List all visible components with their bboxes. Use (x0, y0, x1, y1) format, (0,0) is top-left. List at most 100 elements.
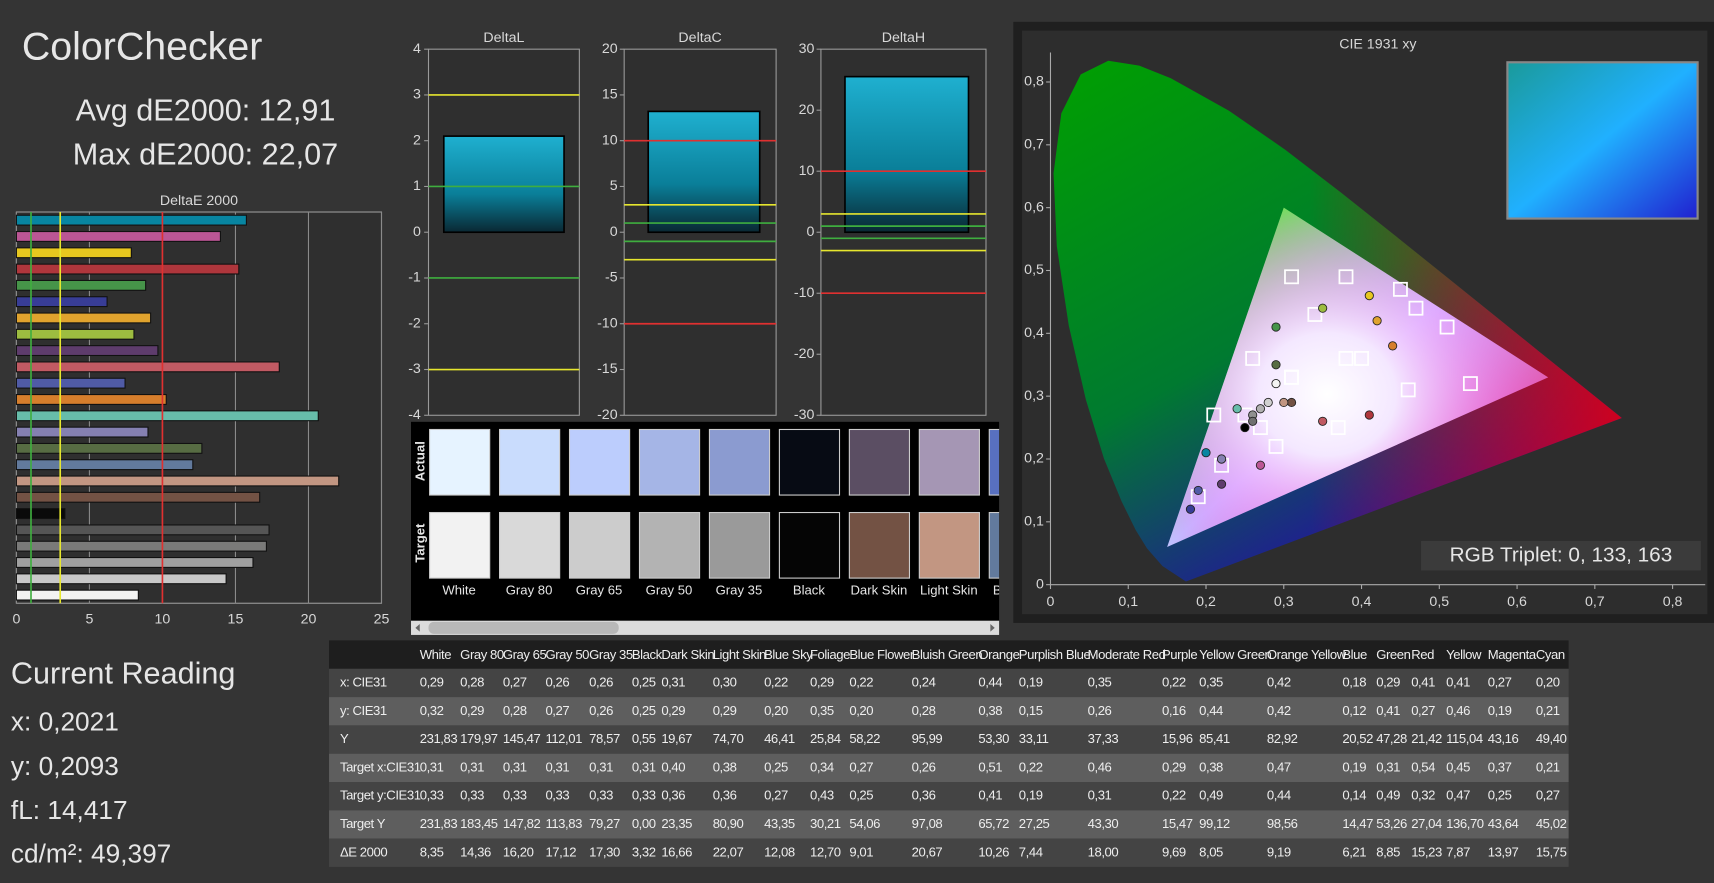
actual-marker (1216, 454, 1227, 464)
cell: 74,70 (713, 731, 744, 746)
column-header: Yellow (1446, 647, 1482, 662)
actual-marker (1216, 479, 1227, 489)
y-tick-label: -4 (408, 407, 421, 423)
target-marker (1206, 407, 1222, 423)
chart-title: DeltaH (882, 30, 925, 46)
actual-marker (1185, 504, 1196, 514)
y-tick-label: -30 (794, 407, 815, 423)
actual-marker (1271, 322, 1281, 332)
bar (442, 135, 565, 234)
cell: 15,47 (1162, 816, 1193, 831)
target-marker (1338, 351, 1354, 366)
cell: 0,22 (1019, 759, 1043, 774)
swatch-label: Dark Skin (850, 583, 907, 598)
cell: 0,24 (912, 674, 936, 689)
cell: 9,01 (849, 844, 873, 859)
cell: 0,26 (545, 674, 569, 689)
cell: 0,33 (632, 788, 656, 803)
cell: 47,28 (1376, 731, 1407, 746)
table-row (329, 782, 1569, 811)
column-header: Cyan (1536, 647, 1565, 662)
cell: 0,49 (1376, 788, 1400, 803)
x-tick-label: 0,4 (1352, 594, 1372, 610)
cell: 49,40 (1536, 731, 1567, 746)
cell: 20,67 (912, 844, 943, 859)
cell: 0,14 (1342, 788, 1366, 803)
cell: 0,32 (1411, 788, 1435, 803)
cell: 27,25 (1019, 816, 1050, 831)
bar (15, 508, 66, 520)
swatches: White Gray 80 Gray 65 Gray 50 Gray 35 Black Da… (429, 428, 1000, 598)
cell: 7,87 (1446, 844, 1470, 859)
bar (15, 557, 254, 568)
actual-marker (1248, 416, 1258, 426)
cell: 0,45 (1446, 759, 1470, 774)
cell: 0,22 (849, 674, 873, 689)
y-tick-label: 0,8 (1024, 74, 1044, 90)
actual-swatch (988, 428, 1000, 496)
reading-line: x: 0,2021 (11, 706, 119, 736)
table-row (329, 668, 1569, 698)
cell: 0,27 (764, 788, 788, 803)
cell: 46,41 (764, 731, 795, 746)
cell: 0,33 (545, 788, 569, 803)
y-tick-label: 0,6 (1024, 199, 1044, 215)
y-tick-label: 2 (413, 132, 421, 148)
cell: 0,25 (764, 759, 788, 774)
cell: 10,26 (978, 844, 1009, 859)
bar (15, 589, 139, 601)
cell: 99,12 (1199, 816, 1230, 831)
cell: 19,67 (661, 731, 692, 746)
y-tick-label: 3 (413, 87, 421, 103)
cell: 53,30 (978, 731, 1009, 746)
column-header: Magenta (1488, 647, 1537, 662)
y-tick-label: 15 (602, 87, 618, 103)
row-label: ΔE 2000 (340, 844, 387, 859)
annotation-box (1421, 540, 1701, 571)
cell: 95,99 (912, 731, 943, 746)
x-tick-label: 0 (12, 611, 20, 627)
plot-area (15, 211, 383, 604)
table-header (329, 640, 1569, 669)
y-tick-label: 20 (602, 41, 618, 57)
x-tick-label: 0,5 (1429, 594, 1449, 610)
row-label: Target y:CIE31 (340, 788, 421, 803)
cell: 22,07 (713, 844, 744, 859)
y-tick-label: 30 (799, 41, 815, 57)
scroll-thumb[interactable] (428, 621, 619, 634)
bar (15, 263, 240, 275)
y-tick-label: 0,2 (1024, 451, 1044, 467)
cell: 231,83 (420, 731, 458, 746)
cell: 0,27 (545, 703, 569, 718)
bar (15, 410, 319, 422)
cell: 0,33 (589, 788, 613, 803)
row-label: Y (340, 731, 349, 746)
chart-title: CIE 1931 xy (1339, 37, 1417, 53)
bar (15, 230, 221, 242)
bar (15, 524, 270, 536)
cell: 0,44 (978, 674, 1002, 689)
cell: 0,34 (810, 759, 834, 774)
target-marker (1462, 376, 1478, 392)
y-tick-label: -3 (408, 361, 421, 377)
cell: 0,28 (912, 703, 936, 718)
cell: 0,31 (589, 759, 613, 774)
cell: 9,19 (1267, 844, 1291, 859)
column-header: Gray 35 (589, 647, 633, 662)
cell: 9,69 (1162, 844, 1186, 859)
cell: 0,31 (460, 759, 484, 774)
cell: 43,16 (1488, 731, 1519, 746)
actual-marker (1232, 404, 1242, 414)
y-tick-label: -1 (408, 270, 421, 286)
bar (15, 312, 152, 324)
y-tick-label: 0,5 (1024, 262, 1044, 278)
target-marker (1338, 269, 1354, 285)
column-header: Bluish Green (912, 647, 983, 662)
cell: 8,85 (1376, 844, 1400, 859)
actual-swatch (918, 428, 980, 496)
actual-marker (1364, 410, 1374, 420)
column-header: Blue Sky (764, 647, 813, 662)
row-label: x: CIE31 (340, 674, 387, 689)
target-marker (1392, 281, 1408, 297)
